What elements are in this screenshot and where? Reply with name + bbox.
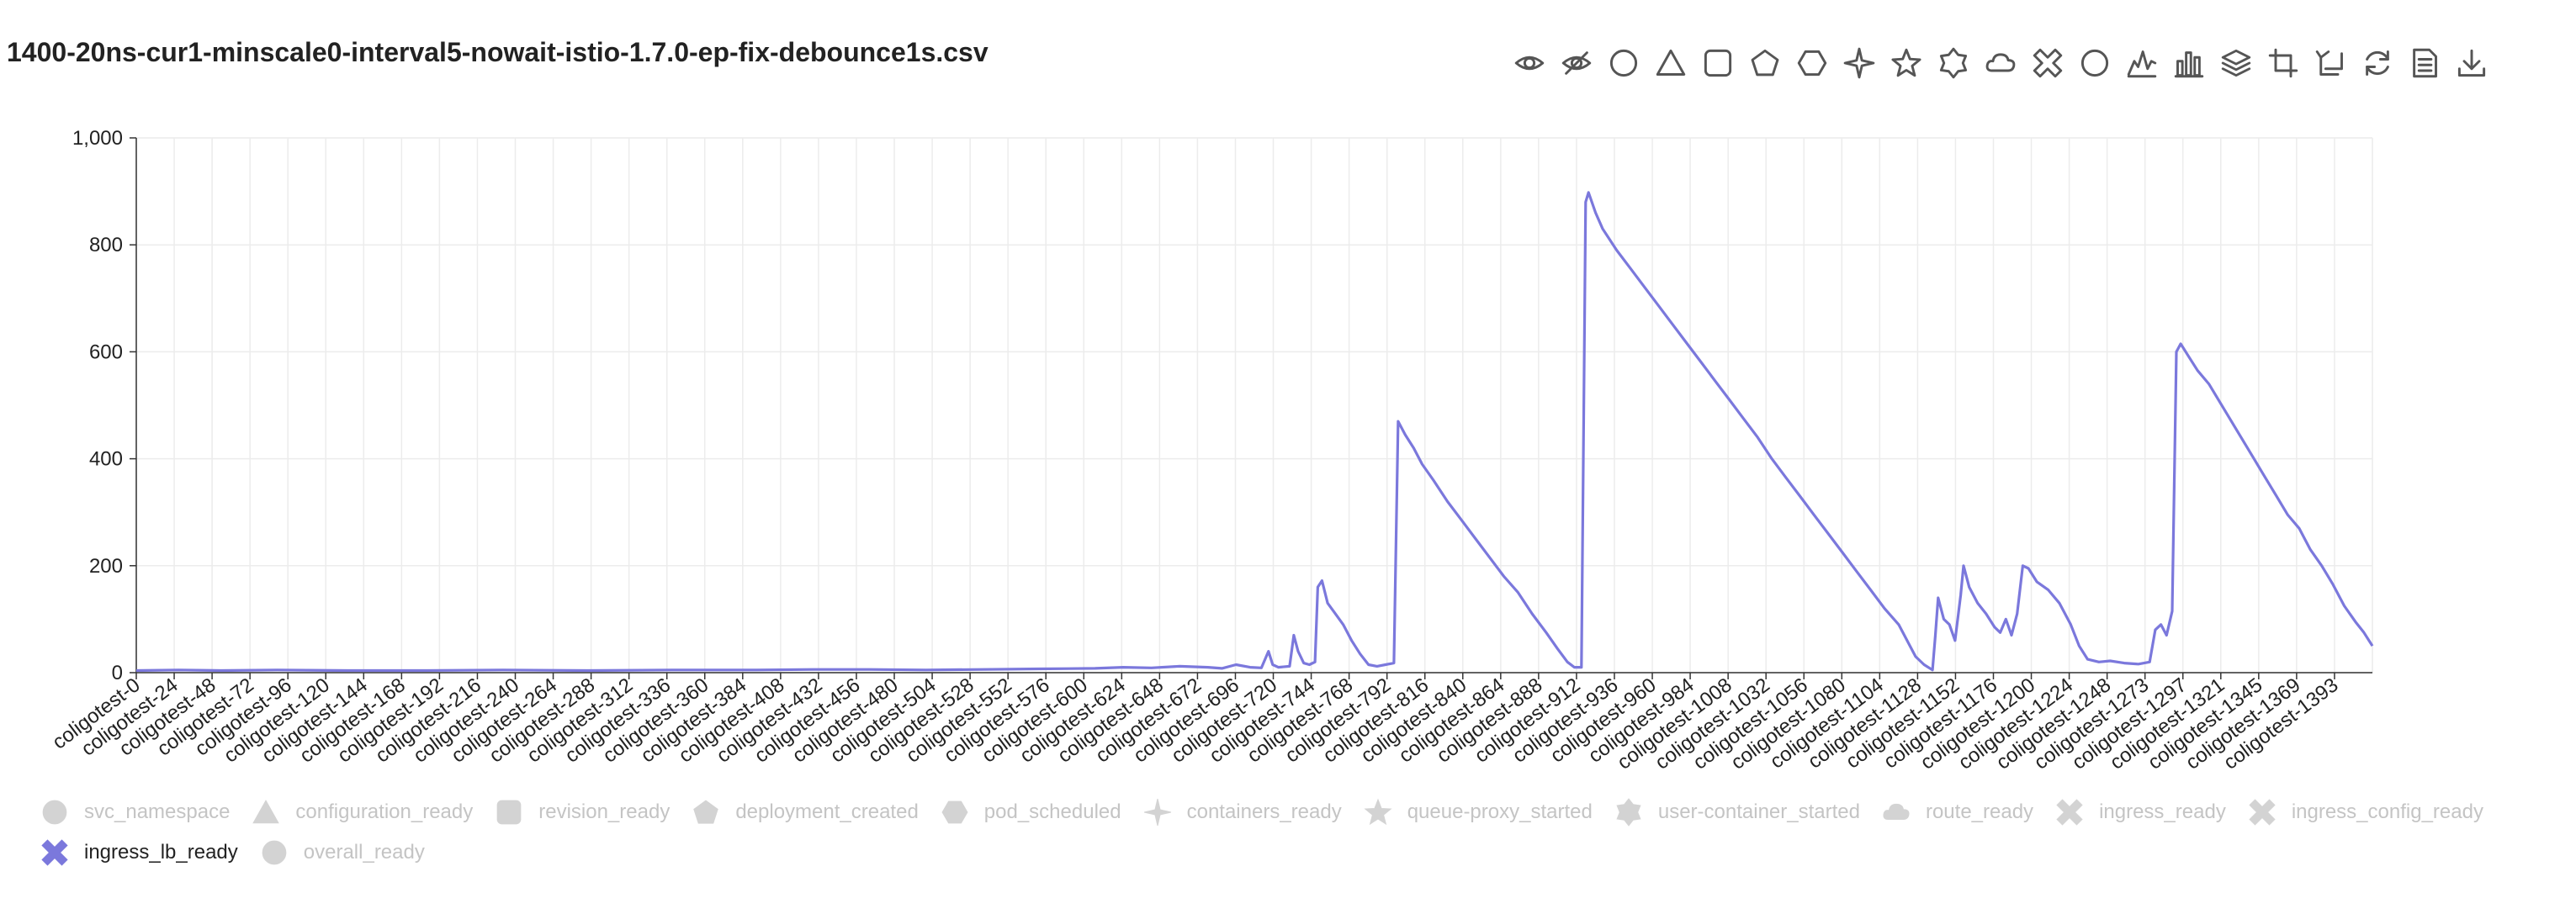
legend-item-configuration-ready[interactable]: configuration_ready	[252, 795, 473, 829]
legend-item-deployment-created[interactable]: deployment_created	[692, 795, 919, 829]
legend-item-containers-ready[interactable]: containers_ready	[1143, 795, 1342, 829]
y-tick-label: 800	[89, 234, 123, 256]
legend-item-ingress-ready[interactable]: ingress_ready	[2055, 795, 2226, 829]
legend-label: queue-proxy_started	[1407, 800, 1593, 823]
bar-chart-icon	[2174, 51, 2204, 78]
y-tick-label: 1,000	[72, 127, 123, 150]
hide-all-icon	[1561, 51, 1592, 75]
legend-label: user-container_started	[1657, 800, 1860, 823]
cloud-icon	[1883, 803, 1910, 821]
toolbar-stack-button[interactable]	[2213, 42, 2260, 84]
legend-item-revision-ready[interactable]: revision_ready	[495, 795, 670, 829]
grid	[135, 137, 2373, 674]
star-icon	[1891, 48, 1921, 77]
line-chart: 02004006008001,000coligotest-0coligotest…	[48, 127, 2374, 774]
toolbar-hide-all-button[interactable]	[1553, 42, 1600, 84]
pentagon-icon	[1751, 49, 1779, 77]
toolbar-star-button[interactable]	[1883, 42, 1930, 84]
legend-label: ingress_lb_ready	[84, 841, 238, 864]
legend-item-overall-ready[interactable]: overall_ready	[260, 836, 425, 869]
legend-item-route-ready[interactable]: route_ready	[1882, 795, 2033, 829]
toolbar-sparkle-button[interactable]	[1836, 42, 1883, 84]
legend-label: pod_scheduled	[983, 800, 1121, 823]
toolbar-line-chart-button[interactable]	[2118, 42, 2165, 84]
y-tick-label: 600	[89, 341, 123, 363]
toolbar-show-all-button[interactable]	[1506, 42, 1553, 84]
legend-label: containers_ready	[1186, 800, 1342, 823]
show-all-icon	[1514, 55, 1545, 71]
badge-icon	[1939, 47, 1968, 79]
data-view-icon	[2413, 48, 2437, 78]
page-title: 1400-20ns-cur1-minscale0-interval5-nowai…	[7, 37, 989, 67]
toolbar-crop-button[interactable]	[2260, 42, 2307, 84]
download-icon	[2457, 49, 2486, 77]
pentagon-icon	[693, 800, 719, 824]
legend-item-ingress-config-ready[interactable]: ingress_config_ready	[2248, 795, 2483, 829]
toolbar-refresh-button[interactable]	[2354, 42, 2401, 84]
sparkle-icon	[1843, 47, 1875, 79]
sparkle-icon	[1143, 798, 1171, 827]
legend-item-user-container-started[interactable]: user-container_started	[1614, 795, 1860, 829]
toolbar-download-button[interactable]	[2448, 42, 2495, 84]
toolbar-data-view-button[interactable]	[2401, 42, 2448, 84]
legend-item-queue-proxy-started[interactable]: queue-proxy_started	[1364, 795, 1593, 829]
badge-icon	[1616, 798, 1641, 827]
star-icon	[1364, 798, 1392, 826]
legend-item-ingress-lb-ready[interactable]: ingress_lb_ready	[40, 836, 238, 869]
rotate-icon	[2315, 50, 2343, 76]
legend-label: deployment_created	[735, 800, 919, 823]
toolbar-cloud-button[interactable]	[1977, 42, 2024, 84]
legend-label: route_ready	[1925, 800, 2034, 823]
triangle-icon	[252, 800, 280, 824]
series-line-ingress_lb_ready	[135, 191, 2374, 673]
legend-label: ingress_config_ready	[2291, 800, 2483, 823]
legend-label: configuration_ready	[295, 800, 474, 823]
toolbar-circle-button[interactable]	[1600, 42, 1647, 84]
legend-label: ingress_ready	[2099, 800, 2226, 823]
crop-icon	[2268, 48, 2298, 78]
cloud-icon	[1985, 53, 2016, 72]
hexagon-icon	[1797, 50, 1827, 77]
y-tick-label: 0	[112, 662, 123, 684]
toolbar-ring-button[interactable]	[2071, 42, 2118, 84]
toolbar-hexagon-button[interactable]	[1789, 42, 1836, 84]
y-tick-label: 200	[89, 555, 123, 578]
stack-icon	[2221, 49, 2251, 77]
square-icon	[496, 800, 522, 825]
circle-icon	[42, 800, 67, 825]
toolbar-triangle-button[interactable]	[1647, 42, 1694, 84]
toolbar-badge-button[interactable]	[1930, 42, 1977, 84]
y-tick-label: 400	[89, 448, 123, 471]
circle-icon	[262, 840, 287, 865]
cross-icon	[2056, 799, 2083, 826]
ring-icon	[2080, 49, 2109, 77]
cross-icon	[41, 839, 68, 866]
triangle-icon	[1656, 49, 1686, 76]
toolbar-square-button[interactable]	[1694, 42, 1741, 84]
toolbar-pentagon-button[interactable]	[1741, 42, 1789, 84]
legend-item-svc-namespace[interactable]: svc_namespace	[40, 795, 230, 829]
legend-label: overall_ready	[303, 841, 425, 864]
cross-icon	[2033, 48, 2063, 78]
legend-label: svc_namespace	[84, 800, 231, 823]
square-icon	[1704, 49, 1732, 77]
refresh-icon	[2366, 50, 2389, 76]
toolbar-bar-chart-button[interactable]	[2165, 42, 2213, 84]
hexagon-icon	[941, 800, 968, 824]
toolbar	[1506, 42, 2495, 84]
toolbar-rotate-button[interactable]	[2307, 42, 2354, 84]
line-chart-icon	[2127, 50, 2157, 78]
circle-icon	[1609, 49, 1638, 77]
cross-icon	[2249, 799, 2276, 826]
legend-label: revision_ready	[538, 800, 671, 823]
toolbar-cross-button[interactable]	[2024, 42, 2071, 84]
legend-item-pod-scheduled[interactable]: pod_scheduled	[941, 795, 1121, 829]
